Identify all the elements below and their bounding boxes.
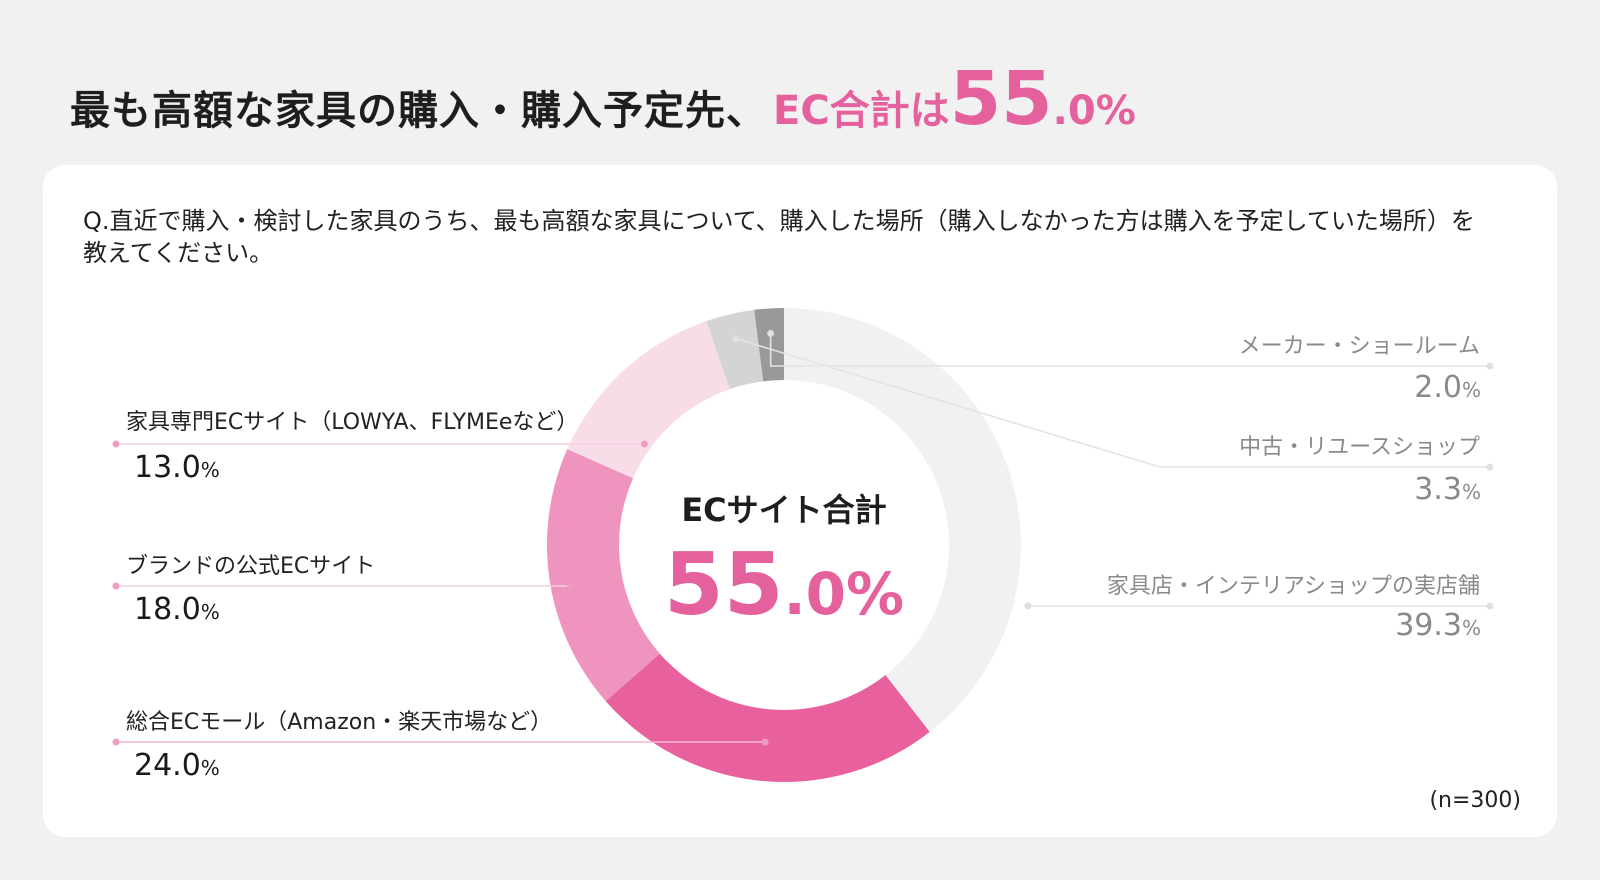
leader-dot: [1486, 463, 1494, 471]
leader-dot: [767, 329, 775, 337]
center-value-dec: .0%: [783, 560, 905, 628]
slice-label: ブランドの公式ECサイト: [126, 554, 376, 579]
slice-label: 家具店・インテリアショップの実店舗: [1106, 574, 1480, 599]
leader-dot: [640, 440, 648, 448]
slice-value-percent: %: [200, 458, 220, 482]
headline-ec: EC合計は: [773, 88, 950, 134]
leader-dot: [761, 738, 769, 746]
headline-value-int: 55: [949, 56, 1053, 142]
donut-slice: [784, 308, 1021, 732]
slice-value-percent: %: [200, 756, 220, 780]
question-text: Q.直近で購入・検討した家具のうち、最も高額な家具について、購入した場所（購入し…: [83, 207, 1475, 267]
leader-dot: [112, 738, 120, 746]
leader-dot: [566, 582, 574, 590]
leader-line: [769, 333, 1490, 367]
donut-slice: [547, 449, 660, 702]
slice-value: 24.0%: [134, 748, 220, 783]
leader-dot: [1024, 602, 1032, 610]
slice-value-number: 2.0: [1414, 370, 1462, 405]
donut-slice: [605, 653, 930, 782]
headline: 最も高額な家具の購入・購入予定先、 EC合計は 55 .0%: [70, 62, 1136, 136]
leader-dot: [112, 582, 120, 590]
slice-value: 39.3%: [1395, 608, 1481, 643]
slice-value: 18.0%: [134, 592, 220, 627]
slice-label: メーカー・ショールーム: [1238, 334, 1480, 359]
leader-dot: [1486, 362, 1494, 370]
slice-value-number: 13.0: [134, 450, 201, 485]
slice-value-number: 3.3: [1414, 472, 1462, 507]
center-value: 55.0%: [624, 535, 944, 635]
slice-value: 13.0%: [134, 450, 220, 485]
slice-value-number: 18.0: [134, 592, 201, 627]
slice-value-percent: %: [1461, 480, 1481, 504]
sample-size: (n=300): [1429, 788, 1521, 813]
donut-slice: [754, 308, 784, 382]
center-title: ECサイト合計: [681, 491, 887, 529]
slice-value-number: 24.0: [134, 748, 201, 783]
donut-slice: [706, 309, 764, 390]
leader-dot: [112, 440, 120, 448]
slice-value-number: 39.3: [1395, 608, 1462, 643]
slice-value: 2.0%: [1414, 370, 1481, 405]
slice-label: 総合ECモール（Amazon・楽天市場など）: [126, 710, 553, 735]
leader-dot: [732, 335, 740, 343]
leader-line: [735, 337, 1490, 468]
slice-value-percent: %: [200, 600, 220, 624]
headline-main: 最も高額な家具の購入・購入予定先、: [70, 88, 767, 134]
center-value-int: 55: [663, 535, 784, 635]
headline-value-dec: .0%: [1052, 88, 1136, 134]
slice-label: 家具専門ECサイト（LOWYA、FLYMEeなど）: [126, 410, 579, 435]
slice-value-percent: %: [1461, 378, 1481, 402]
slice-label: 中古・リユースショップ: [1239, 435, 1480, 460]
donut-slice: [567, 321, 730, 479]
slice-value: 3.3%: [1414, 472, 1481, 507]
leader-dot: [1486, 602, 1494, 610]
slice-value-percent: %: [1461, 616, 1481, 640]
